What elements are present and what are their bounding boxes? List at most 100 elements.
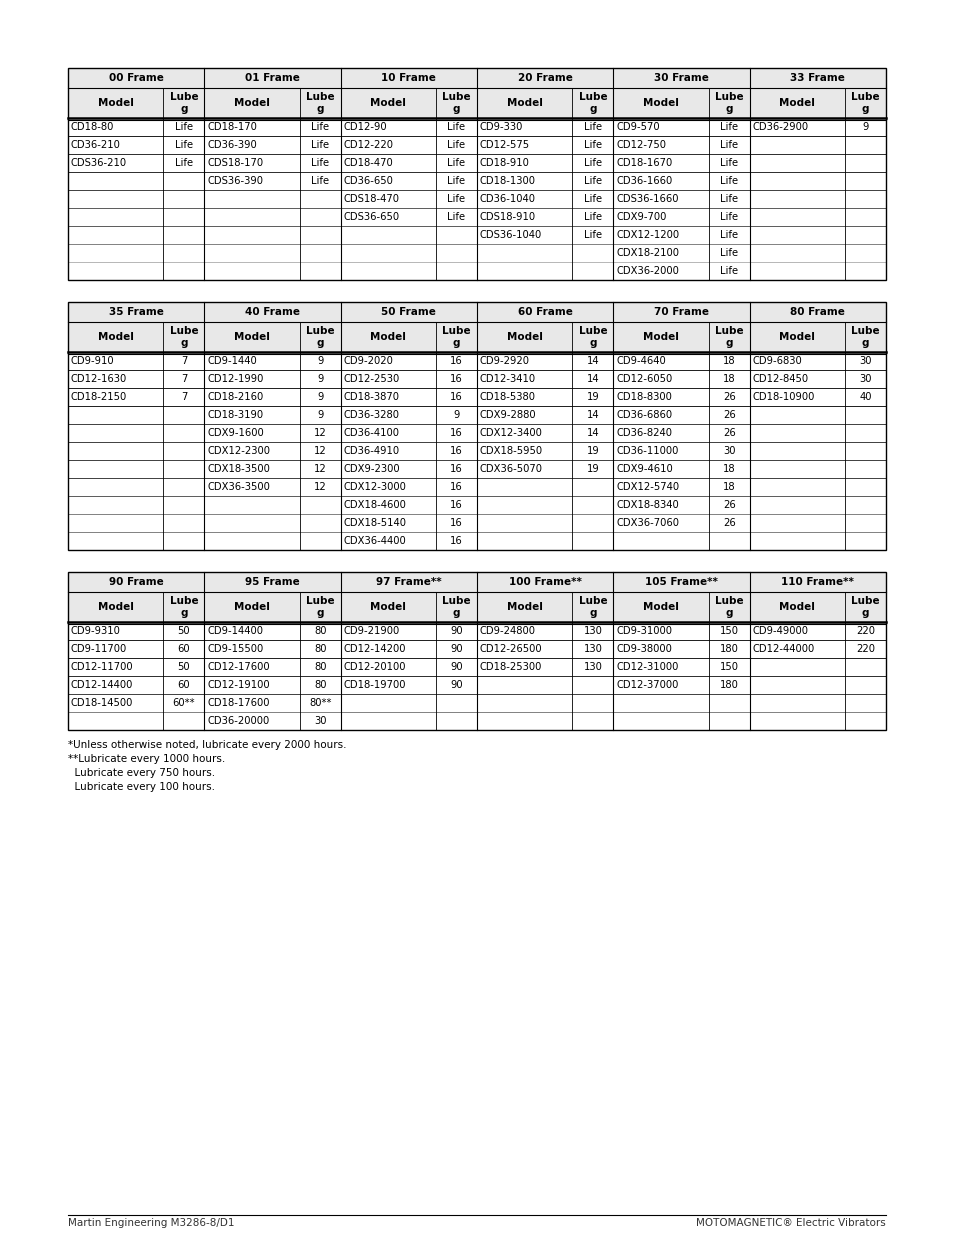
Text: Model: Model xyxy=(370,332,406,342)
Text: 14: 14 xyxy=(586,429,598,438)
Text: CD9-330: CD9-330 xyxy=(479,122,523,132)
Text: 16: 16 xyxy=(450,391,462,403)
Text: 150: 150 xyxy=(719,626,738,636)
Text: Model: Model xyxy=(97,601,133,613)
Text: 60: 60 xyxy=(177,680,190,690)
Text: Lube
g: Lube g xyxy=(714,597,742,618)
Text: CDX12-3400: CDX12-3400 xyxy=(479,429,542,438)
Text: 90: 90 xyxy=(450,626,462,636)
Text: Model: Model xyxy=(642,332,679,342)
Bar xyxy=(749,88,844,119)
Text: CD12-20100: CD12-20100 xyxy=(343,662,406,672)
Text: Life: Life xyxy=(311,177,329,186)
Text: CDS36-1660: CDS36-1660 xyxy=(616,194,679,204)
Bar xyxy=(572,88,613,119)
Text: CD36-2900: CD36-2900 xyxy=(752,122,808,132)
Text: 00 Frame: 00 Frame xyxy=(109,73,163,83)
Text: CDX18-5140: CDX18-5140 xyxy=(343,517,406,529)
Text: CD18-80: CD18-80 xyxy=(71,122,114,132)
Bar xyxy=(68,68,204,88)
Text: Model: Model xyxy=(642,601,679,613)
Text: CD18-2150: CD18-2150 xyxy=(71,391,127,403)
Text: 50 Frame: 50 Frame xyxy=(381,308,436,317)
Bar xyxy=(476,68,613,88)
Text: Model: Model xyxy=(97,332,133,342)
Text: Life: Life xyxy=(583,177,601,186)
Text: 12: 12 xyxy=(314,446,326,456)
Text: Model: Model xyxy=(506,601,542,613)
Text: Model: Model xyxy=(506,98,542,107)
Text: CD12-17600: CD12-17600 xyxy=(207,662,270,672)
Bar xyxy=(844,322,885,352)
Text: CDS36-390: CDS36-390 xyxy=(207,177,263,186)
Bar xyxy=(340,68,476,88)
Text: CD12-1990: CD12-1990 xyxy=(207,374,263,384)
Text: 9: 9 xyxy=(316,410,323,420)
Text: 16: 16 xyxy=(450,464,462,474)
Text: 33 Frame: 33 Frame xyxy=(790,73,844,83)
Bar xyxy=(299,88,340,119)
Text: CD9-1440: CD9-1440 xyxy=(207,356,256,366)
Text: CD18-2160: CD18-2160 xyxy=(207,391,263,403)
Text: Lube
g: Lube g xyxy=(442,93,471,114)
Bar xyxy=(68,572,885,730)
Bar xyxy=(476,322,572,352)
Text: CD36-3280: CD36-3280 xyxy=(343,410,399,420)
Text: CD9-15500: CD9-15500 xyxy=(207,643,263,655)
Text: Lubricate every 750 hours.: Lubricate every 750 hours. xyxy=(68,768,214,778)
Text: 80: 80 xyxy=(314,626,326,636)
Text: CD36-1660: CD36-1660 xyxy=(616,177,672,186)
Text: CDX18-3500: CDX18-3500 xyxy=(207,464,270,474)
Bar xyxy=(204,303,340,322)
Bar xyxy=(68,322,163,352)
Text: CD18-14500: CD18-14500 xyxy=(71,698,133,708)
Text: Model: Model xyxy=(370,98,406,107)
Text: Model: Model xyxy=(233,98,270,107)
Text: 30: 30 xyxy=(859,374,871,384)
Text: 26: 26 xyxy=(722,429,735,438)
Text: Lube
g: Lube g xyxy=(578,326,606,348)
Bar xyxy=(68,68,885,280)
Text: 220: 220 xyxy=(855,643,874,655)
Text: Model: Model xyxy=(233,332,270,342)
Text: CD36-4100: CD36-4100 xyxy=(343,429,399,438)
Text: Life: Life xyxy=(720,122,738,132)
Text: CD9-11700: CD9-11700 xyxy=(71,643,127,655)
Text: CD12-31000: CD12-31000 xyxy=(616,662,678,672)
Text: CD12-90: CD12-90 xyxy=(343,122,387,132)
Text: Life: Life xyxy=(583,158,601,168)
Bar xyxy=(340,303,476,322)
Text: Model: Model xyxy=(779,332,815,342)
Text: Lube
g: Lube g xyxy=(306,326,335,348)
Text: 19: 19 xyxy=(586,464,598,474)
Text: CD9-2020: CD9-2020 xyxy=(343,356,394,366)
Text: 30: 30 xyxy=(314,716,326,726)
Text: Life: Life xyxy=(720,230,738,240)
Text: Lube
g: Lube g xyxy=(170,326,198,348)
Text: Lube
g: Lube g xyxy=(170,597,198,618)
Text: 20 Frame: 20 Frame xyxy=(517,73,572,83)
Text: CD18-25300: CD18-25300 xyxy=(479,662,542,672)
Text: 10 Frame: 10 Frame xyxy=(381,73,436,83)
Bar xyxy=(613,572,749,592)
Text: 130: 130 xyxy=(583,662,601,672)
Text: Lube
g: Lube g xyxy=(714,93,742,114)
Text: Life: Life xyxy=(447,212,465,222)
Text: 16: 16 xyxy=(450,482,462,492)
Text: CD9-910: CD9-910 xyxy=(71,356,114,366)
Text: 7: 7 xyxy=(180,391,187,403)
Bar xyxy=(68,592,163,622)
Text: CD12-2530: CD12-2530 xyxy=(343,374,399,384)
Text: 12: 12 xyxy=(314,464,326,474)
Text: CD12-220: CD12-220 xyxy=(343,140,394,149)
Text: Life: Life xyxy=(447,158,465,168)
Text: 16: 16 xyxy=(450,500,462,510)
Bar xyxy=(572,322,613,352)
Bar xyxy=(299,322,340,352)
Text: 80**: 80** xyxy=(309,698,331,708)
Text: CD18-3190: CD18-3190 xyxy=(207,410,263,420)
Bar xyxy=(613,592,708,622)
Text: CD12-14200: CD12-14200 xyxy=(343,643,406,655)
Text: 9: 9 xyxy=(453,410,459,420)
Text: 90 Frame: 90 Frame xyxy=(109,577,163,587)
